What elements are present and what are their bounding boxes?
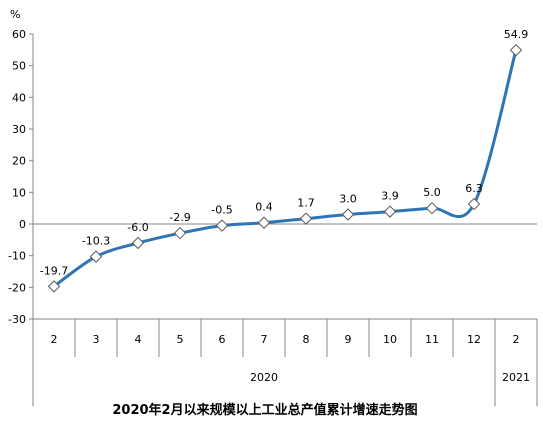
y-tick-label: 0 bbox=[19, 218, 26, 231]
data-label: 54.9 bbox=[504, 28, 529, 41]
x-tick-label: 2 bbox=[513, 333, 520, 346]
y-tick-group: -30 -20 -10 0 10 20 30 40 50 60 bbox=[8, 28, 33, 326]
x-tick-label: 4 bbox=[135, 333, 142, 346]
data-label: 5.0 bbox=[423, 186, 441, 199]
data-label: 0.4 bbox=[255, 201, 273, 214]
data-label: -6.0 bbox=[127, 221, 148, 234]
y-tick-label: 20 bbox=[12, 155, 26, 168]
data-point-marker bbox=[341, 208, 355, 221]
data-label: 3.0 bbox=[339, 193, 357, 206]
y-unit-label: % bbox=[10, 8, 20, 21]
data-label: 6.3 bbox=[465, 182, 483, 195]
data-point-marker bbox=[257, 216, 271, 229]
x-group-labels: 2020 2021 bbox=[250, 357, 530, 406]
x-tick-label: 8 bbox=[303, 333, 310, 346]
data-point-marker bbox=[425, 201, 439, 215]
data-label: -10.3 bbox=[82, 235, 110, 248]
x-tick-label: 12 bbox=[467, 333, 481, 346]
x-tick-label: 7 bbox=[261, 333, 268, 346]
y-tick-label: -30 bbox=[8, 313, 26, 326]
series-line bbox=[53, 49, 518, 288]
group-label: 2020 bbox=[250, 371, 278, 384]
data-label: -0.5 bbox=[211, 204, 232, 217]
x-tick-label: 2 bbox=[51, 333, 58, 346]
data-point-marker bbox=[467, 197, 481, 211]
data-point-marker bbox=[173, 226, 187, 240]
data-labels: -19.7 -10.3 -6.0 -2.9 -0.5 0.4 1.7 3.0 3.9 5.0 6.3… bbox=[40, 28, 528, 277]
x-tick-label: 11 bbox=[425, 333, 439, 346]
y-tick-label: -10 bbox=[8, 250, 26, 263]
data-label: -2.9 bbox=[169, 211, 190, 224]
data-points bbox=[47, 43, 523, 293]
chart-title: 2020年2月以来规模以上工业总产值累计增速走势图 bbox=[112, 402, 417, 418]
data-label: 1.7 bbox=[297, 197, 315, 210]
y-tick-label: 40 bbox=[12, 91, 26, 104]
y-tick-label: -20 bbox=[8, 281, 26, 294]
data-point-marker bbox=[383, 205, 397, 218]
data-point-marker bbox=[47, 280, 61, 293]
x-tick-label: 10 bbox=[383, 333, 397, 346]
x-tick-label: 5 bbox=[177, 333, 184, 346]
data-point-marker bbox=[215, 219, 229, 232]
y-tick-label: 10 bbox=[12, 186, 26, 199]
x-tick-group: 2 3 4 5 6 7 8 9 10 11 12 2 bbox=[51, 319, 520, 357]
data-label: 3.9 bbox=[381, 190, 399, 203]
y-tick-label: 30 bbox=[12, 123, 26, 136]
y-tick-label: 50 bbox=[12, 60, 26, 73]
data-point-marker bbox=[131, 236, 145, 250]
x-tick-label: 6 bbox=[219, 333, 226, 346]
x-tick-label: 9 bbox=[345, 333, 352, 346]
data-point-marker bbox=[509, 43, 523, 57]
group-label: 2021 bbox=[502, 371, 530, 384]
data-point-marker bbox=[299, 212, 313, 225]
y-tick-label: 60 bbox=[12, 28, 26, 41]
data-point-marker bbox=[89, 250, 103, 263]
x-tick-label: 3 bbox=[93, 333, 100, 346]
data-label: -19.7 bbox=[40, 264, 68, 277]
